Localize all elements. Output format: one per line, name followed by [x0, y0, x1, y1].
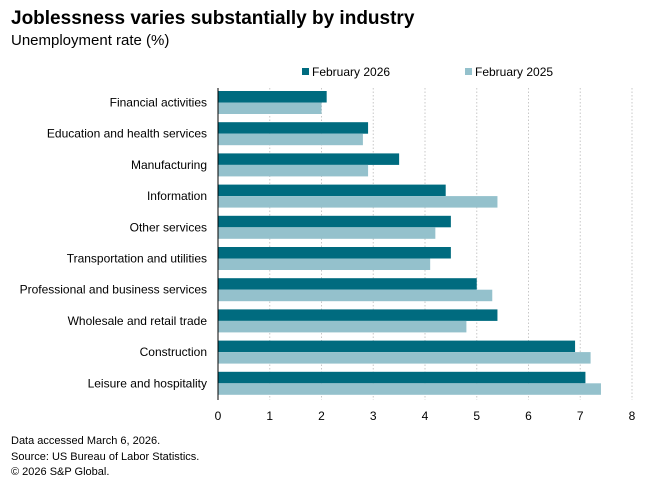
- chart-title: Joblessness varies substantially by indu…: [11, 8, 415, 29]
- category-label-3: Information: [147, 189, 207, 203]
- note-source: Source: US Bureau of Labor Statistics.: [11, 450, 200, 463]
- x-tick-label-3: 3: [370, 409, 377, 423]
- category-label-8: Construction: [140, 345, 207, 359]
- legend-label-0: February 2026: [312, 65, 390, 79]
- x-tick-label-0: 0: [215, 409, 222, 423]
- legend-label-1: February 2025: [475, 65, 553, 79]
- bar-feb-2026-4: [218, 215, 451, 228]
- x-tick-label-6: 6: [525, 409, 532, 423]
- bar-feb-2026-3: [218, 184, 446, 197]
- bar-feb-2025-6: [218, 289, 493, 302]
- category-label-6: Professional and business services: [20, 283, 207, 297]
- bar-feb-2025-1: [218, 133, 363, 146]
- category-label-0: Financial activities: [110, 96, 207, 110]
- bar-feb-2026-5: [218, 247, 451, 259]
- chart-subtitle: Unemployment rate (%): [11, 32, 170, 49]
- x-tick-label-8: 8: [629, 409, 636, 423]
- bar-feb-2026-8: [218, 340, 576, 353]
- x-tick-label-4: 4: [422, 409, 429, 423]
- footnotes: Data accessed March 6, 2026. Source: US …: [11, 434, 199, 481]
- bar-feb-2025-9: [218, 383, 601, 395]
- bar-feb-2025-0: [218, 102, 322, 114]
- category-label-2: Manufacturing: [131, 158, 207, 172]
- bar-feb-2025-4: [218, 227, 436, 239]
- bar-feb-2025-3: [218, 196, 498, 208]
- x-tick-label-7: 7: [577, 409, 584, 423]
- bar-feb-2025-5: [218, 258, 431, 270]
- x-tick-label-5: 5: [473, 409, 480, 423]
- category-label-1: Education and health services: [47, 127, 207, 141]
- bar-chart: Financial activities Education and health…: [20, 65, 636, 423]
- note-copyright: © 2026 S&P Global.: [11, 466, 110, 478]
- bar-feb-2026-2: [218, 153, 400, 165]
- bar-feb-2026-0: [218, 91, 327, 103]
- legend-swatch-0: [302, 68, 309, 75]
- category-label-5: Transportation and utilities: [67, 252, 207, 266]
- category-label-7: Wholesale and retail trade: [68, 314, 208, 328]
- bar-feb-2025-8: [218, 352, 591, 364]
- bar-feb-2026-9: [218, 371, 586, 384]
- legend-swatch-1: [465, 68, 472, 75]
- category-label-9: Leisure and hospitality: [88, 376, 207, 390]
- category-label-4: Other services: [130, 220, 207, 234]
- bar-feb-2026-6: [218, 278, 477, 290]
- x-tick-label-1: 1: [266, 409, 273, 423]
- bar-feb-2026-1: [218, 122, 369, 134]
- bar-feb-2026-7: [218, 309, 498, 321]
- x-tick-label-2: 2: [318, 409, 325, 423]
- note-accessed: Data accessed March 6, 2026.: [11, 435, 161, 447]
- bar-feb-2025-2: [218, 164, 369, 177]
- bar-feb-2025-7: [218, 320, 467, 333]
